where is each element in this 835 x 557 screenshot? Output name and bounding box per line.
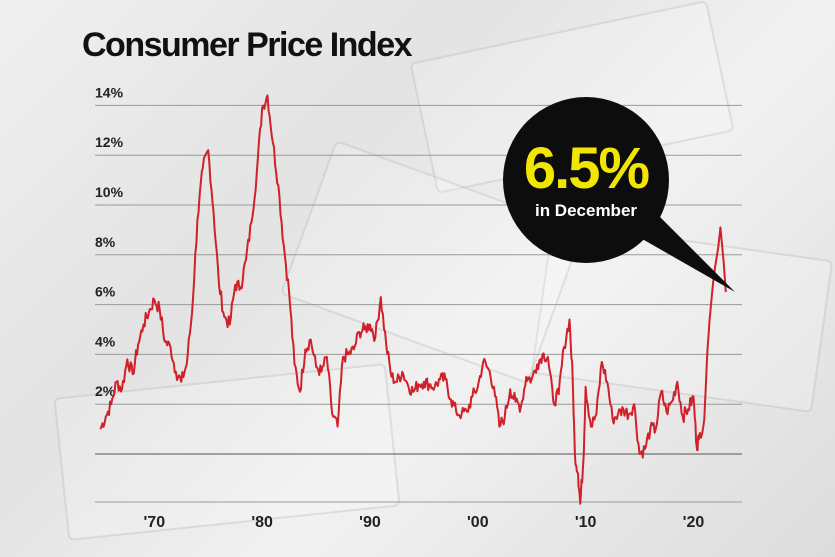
callout-bubble: 6.5%in December [503,97,735,292]
callout-pointer [630,212,735,292]
x-tick-label: '10 [575,514,597,531]
y-tick-label: 12% [95,134,124,150]
y-tick-label: 2% [95,383,116,399]
x-tick-label: '90 [359,514,381,531]
callout-label: in December [535,201,637,220]
y-tick-label: 14% [95,84,124,100]
x-tick-label: '70 [144,514,166,531]
x-tick-label: '00 [467,514,489,531]
x-tick-label: '20 [683,514,705,531]
y-tick-label: 4% [95,333,116,349]
y-tick-label: 10% [95,184,124,200]
callout-circle [503,97,669,263]
x-tick-label: '80 [251,514,273,531]
callout-value: 6.5% [524,136,650,201]
chart-title: Consumer Price Index [82,26,413,64]
y-tick-label: 8% [95,234,116,250]
y-tick-label: 6% [95,284,116,300]
cpi-series-line [99,94,727,505]
